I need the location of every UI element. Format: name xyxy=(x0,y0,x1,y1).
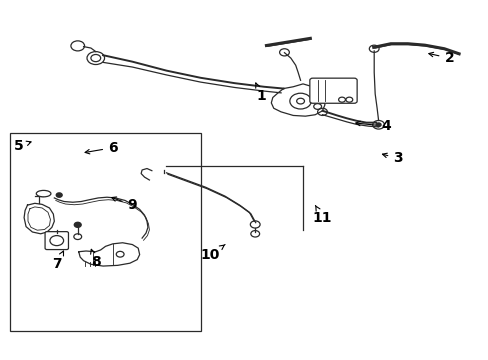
Circle shape xyxy=(56,193,62,197)
Text: 1: 1 xyxy=(255,83,266,103)
Text: 7: 7 xyxy=(52,251,63,271)
Text: 9: 9 xyxy=(112,197,137,212)
Text: 5: 5 xyxy=(14,139,31,153)
Text: 10: 10 xyxy=(200,244,224,262)
Text: 3: 3 xyxy=(382,152,402,166)
Circle shape xyxy=(375,123,380,127)
FancyBboxPatch shape xyxy=(45,231,68,249)
Text: 11: 11 xyxy=(312,206,331,225)
Text: 4: 4 xyxy=(355,119,390,133)
Text: 2: 2 xyxy=(428,51,453,65)
Bar xyxy=(10,134,200,330)
Text: 8: 8 xyxy=(90,249,101,270)
Ellipse shape xyxy=(36,190,51,197)
Circle shape xyxy=(74,222,81,227)
FancyBboxPatch shape xyxy=(309,78,356,103)
Text: 6: 6 xyxy=(85,141,118,155)
